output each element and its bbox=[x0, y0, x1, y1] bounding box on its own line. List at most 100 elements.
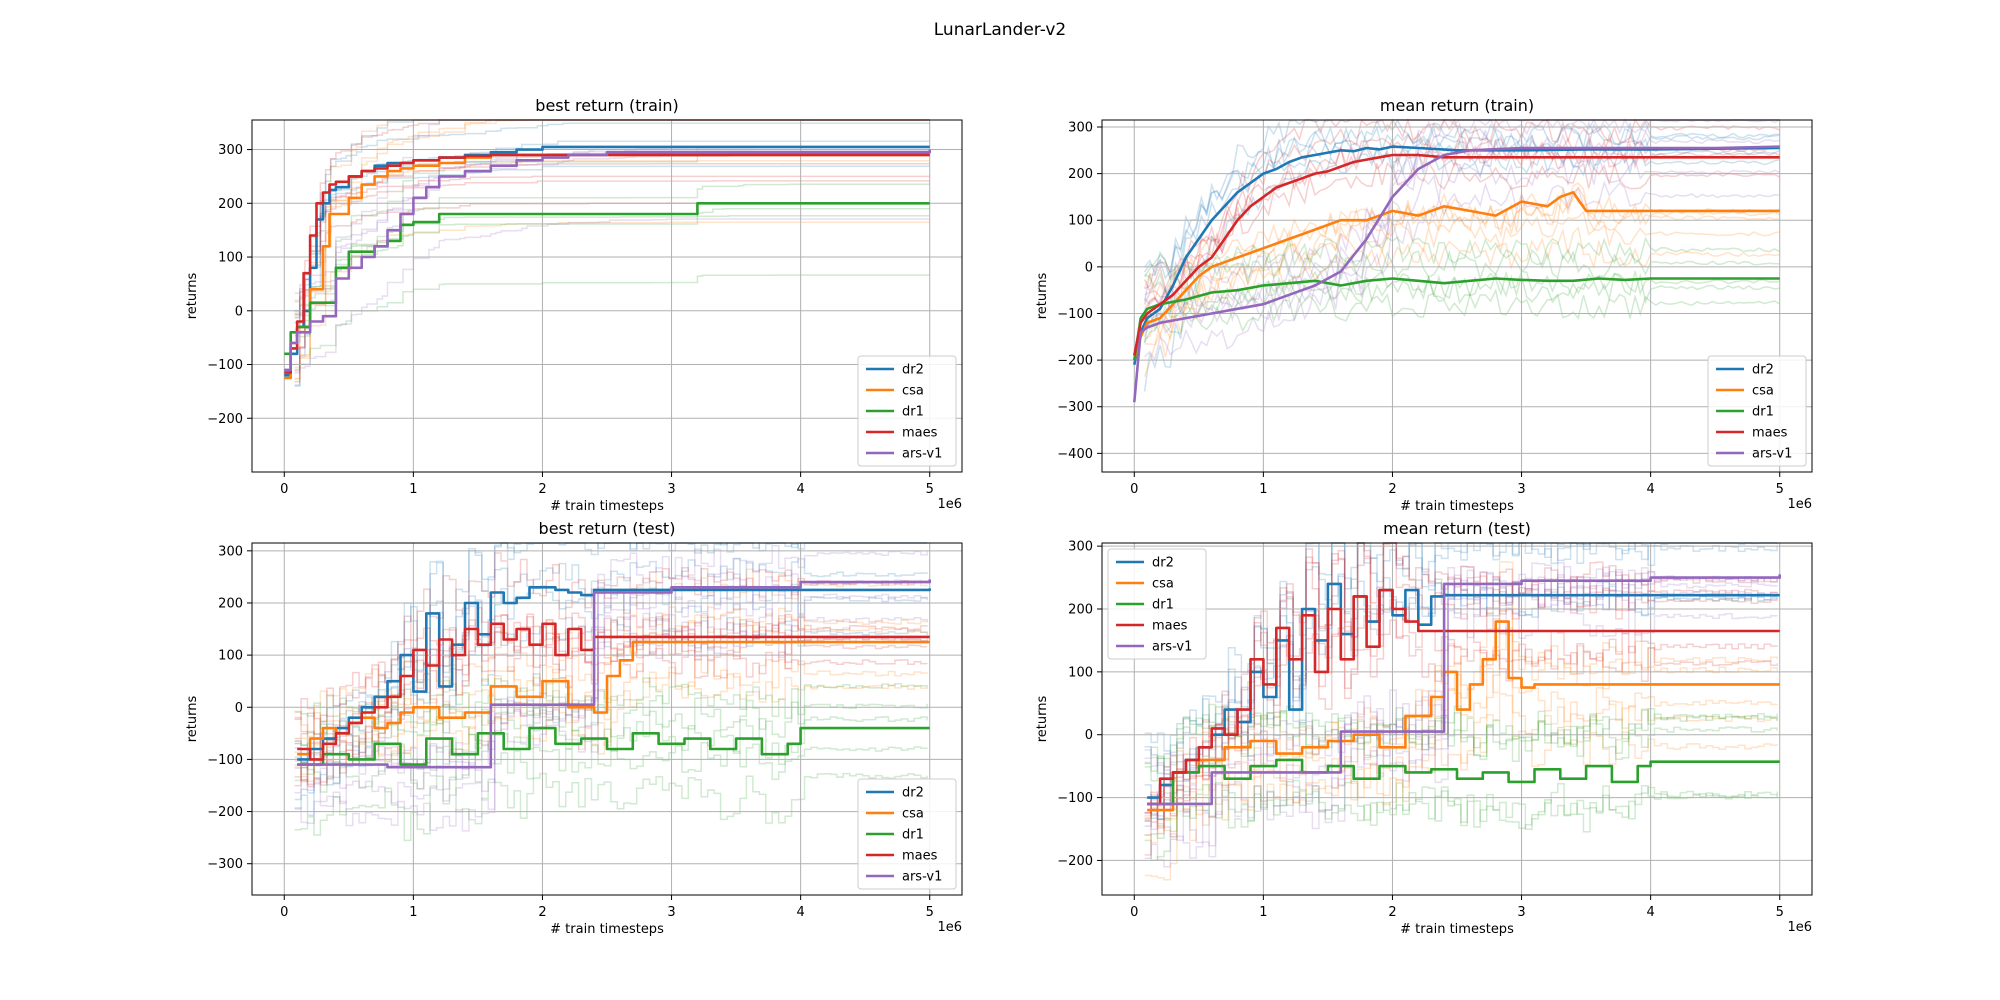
background-trace bbox=[1144, 272, 1780, 323]
legend-label-dr2: dr2 bbox=[902, 363, 924, 378]
figure-suptitle: LunarLander-v2 bbox=[934, 20, 1067, 40]
x-tick-label: 2 bbox=[1388, 905, 1396, 920]
x-tick-label: 4 bbox=[796, 905, 804, 920]
background-trace bbox=[1143, 117, 1780, 320]
x-tick-label: 0 bbox=[280, 482, 288, 497]
y-tick-label: −200 bbox=[207, 412, 243, 427]
legend: dr2 csa dr1 maes ars-v1 bbox=[857, 355, 957, 467]
background-trace bbox=[1144, 210, 1780, 340]
background-trace bbox=[1144, 155, 1780, 317]
legend-label-csa: csa bbox=[1152, 577, 1174, 592]
background-trace bbox=[294, 218, 930, 374]
x-tick-label: 4 bbox=[1646, 905, 1654, 920]
grid bbox=[252, 543, 962, 895]
axes-frame bbox=[251, 542, 963, 896]
y-tick-label: −200 bbox=[1057, 354, 1093, 369]
background-trace bbox=[294, 772, 928, 842]
y-ticks: −400 −300 −200 −100 0 100 200 300 bbox=[1057, 120, 1102, 462]
background-trace bbox=[1144, 703, 1778, 766]
series-line-maes bbox=[1133, 153, 1780, 356]
x-tick-label: 1 bbox=[409, 482, 417, 497]
legend-label-maes: maes bbox=[902, 426, 938, 441]
background-trace bbox=[1143, 235, 1781, 282]
panel-best-return-train: 0 1 2 3 4 5 −200 −100 0 100 200 300 best return (t… bbox=[185, 96, 963, 514]
y-tick-label: 200 bbox=[218, 596, 243, 611]
series-lines bbox=[1147, 574, 1781, 812]
axes-title: best return (train) bbox=[535, 96, 678, 115]
background-trace bbox=[1143, 118, 1780, 280]
series-line-ars-v1 bbox=[1147, 574, 1781, 806]
y-ticks: −200 −100 0 100 200 300 bbox=[207, 143, 252, 427]
y-tick-label: −100 bbox=[1057, 791, 1093, 806]
background-trace bbox=[294, 642, 928, 787]
y-axis-label: returns bbox=[1035, 273, 1050, 320]
y-tick-label: 0 bbox=[1085, 728, 1093, 743]
background-trace bbox=[1144, 542, 1778, 820]
background-trace bbox=[294, 740, 928, 793]
x-axis-offset-label: 1e6 bbox=[937, 497, 962, 512]
background-trace bbox=[1144, 138, 1780, 290]
x-tick-label: 2 bbox=[1388, 482, 1396, 497]
legend-label-ars-v1: ars-v1 bbox=[1752, 447, 1792, 462]
background-trace bbox=[1144, 600, 1778, 776]
series-line-maes bbox=[1147, 588, 1780, 806]
x-tick-label: 5 bbox=[1776, 905, 1784, 920]
x-tick-label: 4 bbox=[796, 482, 804, 497]
x-ticks: 0 1 2 3 4 5 bbox=[280, 895, 934, 920]
background-trace bbox=[1144, 573, 1778, 822]
x-ticks: 0 1 2 3 4 5 bbox=[280, 472, 934, 497]
background-trace bbox=[1144, 782, 1778, 862]
background-trace bbox=[1144, 560, 1778, 820]
background-trace bbox=[294, 695, 928, 746]
background-trace bbox=[1143, 122, 1780, 302]
x-tick-label: 0 bbox=[1130, 482, 1138, 497]
background-trace bbox=[294, 658, 928, 781]
x-tick-label: 3 bbox=[667, 905, 675, 920]
x-tick-label: 5 bbox=[1776, 482, 1784, 497]
legend-label-csa: csa bbox=[1752, 384, 1774, 399]
series-line-ars-v1 bbox=[1133, 145, 1780, 403]
x-tick-label: 2 bbox=[538, 482, 546, 497]
background-trace bbox=[294, 274, 930, 371]
series-line-csa bbox=[1133, 191, 1780, 361]
panel-best-return-test: 0 1 2 3 4 5 −300 −200 −100 0 100 200 300 best retur… bbox=[185, 519, 963, 937]
background-trace bbox=[294, 180, 930, 337]
series-line-dr1 bbox=[297, 726, 930, 766]
x-axis-offset-label: 1e6 bbox=[1787, 920, 1812, 935]
y-tick-label: 300 bbox=[218, 143, 243, 158]
y-tick-label: −300 bbox=[207, 857, 243, 872]
legend-box bbox=[1707, 355, 1807, 467]
axes-title: mean return (test) bbox=[1383, 519, 1531, 538]
background-trace bbox=[294, 214, 930, 318]
x-tick-label: 4 bbox=[1646, 482, 1654, 497]
background-trace bbox=[1143, 182, 1780, 378]
axes-frame bbox=[1101, 542, 1813, 896]
background-trace bbox=[294, 208, 930, 312]
y-tick-label: 300 bbox=[218, 544, 243, 559]
x-tick-label: 3 bbox=[1517, 905, 1525, 920]
legend-label-csa: csa bbox=[902, 384, 924, 399]
series-line-ars-v1 bbox=[284, 149, 931, 372]
x-axis-label: # train timesteps bbox=[550, 499, 664, 514]
legend-label-csa: csa bbox=[902, 807, 924, 822]
y-axis-label: returns bbox=[185, 696, 200, 743]
x-tick-label: 3 bbox=[1517, 482, 1525, 497]
y-tick-label: 0 bbox=[235, 304, 243, 319]
series-lines bbox=[1133, 145, 1780, 403]
x-axis-label: # train timesteps bbox=[1400, 499, 1514, 514]
y-tick-label: −100 bbox=[207, 753, 243, 768]
background-trace bbox=[294, 614, 928, 758]
y-axis-label: returns bbox=[1035, 696, 1050, 743]
y-tick-label: 300 bbox=[1068, 120, 1093, 135]
legend-label-dr2: dr2 bbox=[902, 786, 924, 801]
legend-label-ars-v1: ars-v1 bbox=[902, 870, 942, 885]
axes-frame bbox=[1101, 119, 1813, 473]
background-trace bbox=[1144, 693, 1778, 844]
legend-label-maes: maes bbox=[1752, 426, 1788, 441]
x-tick-label: 0 bbox=[280, 905, 288, 920]
background-trace bbox=[1144, 779, 1778, 839]
x-tick-label: 5 bbox=[926, 905, 934, 920]
legend-label-maes: maes bbox=[1152, 619, 1188, 634]
